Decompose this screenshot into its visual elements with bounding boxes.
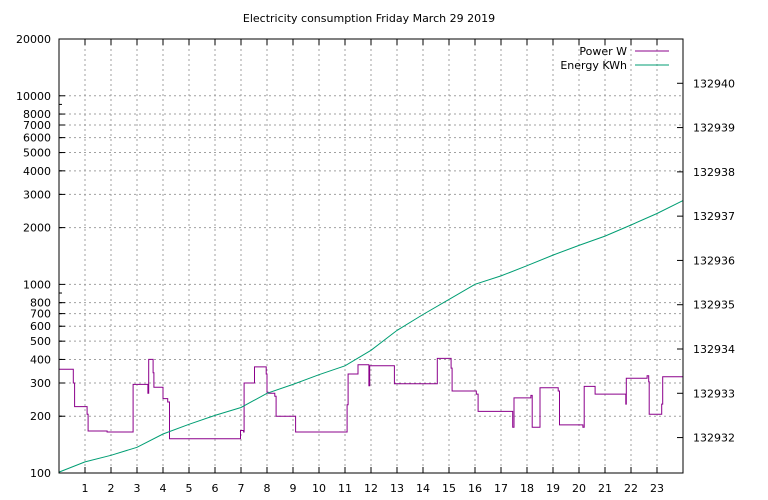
series-line-energy-kwh [58,200,684,473]
y-tick-label: 5000 [23,147,51,160]
axes: 1 2 3 4 5 6 7 8 9 10 11 12 13 14 15 16 17 18 19 20 21 22 23100… [16,33,735,495]
y2-tick-label: 132935 [693,299,735,312]
y2-tick-label: 132939 [693,122,735,135]
x-tick-label: 23 [650,482,664,495]
x-tick-label: 8 [264,482,271,495]
y2-tick-label: 132934 [693,343,735,356]
x-tick-label: 4 [160,482,167,495]
x-tick-label: 19 [546,482,560,495]
x-tick-label: 3 [134,482,141,495]
y-tick-label: 4000 [23,165,51,178]
y2-tick-label: 132940 [693,77,735,90]
y-tick-label: 300 [30,377,51,390]
y-tick-label: 1000 [23,278,51,291]
y-tick-label: 700 [30,308,51,321]
plot-area [58,200,684,473]
legend-label-energy-kwh: Energy KWh [560,59,627,72]
y-tick-label: 800 [30,297,51,310]
grid [59,38,683,474]
y-tick-label: 3000 [23,188,51,201]
y-tick-label: 8000 [23,108,51,121]
series-line-power-w [59,357,683,440]
y-tick-label: 7000 [23,119,51,132]
chart-title: Electricity consumption Friday March 29 … [243,12,495,25]
x-tick-label: 5 [186,482,193,495]
x-tick-label: 1 [82,482,89,495]
x-tick-label: 7 [238,482,245,495]
x-tick-label: 12 [364,482,378,495]
y-tick-label: 20000 [16,33,51,46]
x-tick-label: 14 [416,482,430,495]
plot-frame [58,38,684,474]
y-tick-label: 500 [30,335,51,348]
y-tick-label: 200 [30,410,51,423]
y2-tick-label: 132936 [693,254,735,267]
x-tick-label: 20 [572,482,586,495]
y-tick-label: 400 [30,353,51,366]
x-tick-label: 10 [312,482,326,495]
x-tick-label: 13 [390,482,404,495]
x-tick-label: 17 [494,482,508,495]
x-tick-label: 16 [468,482,482,495]
x-tick-label: 11 [338,482,352,495]
x-tick-label: 18 [520,482,534,495]
x-tick-label: 9 [290,482,297,495]
y-tick-label: 100 [30,467,51,480]
x-tick-label: 21 [598,482,612,495]
y2-tick-label: 132933 [693,387,735,400]
x-tick-label: 22 [624,482,638,495]
x-tick-label: 15 [442,482,456,495]
y-tick-label: 2000 [23,222,51,235]
y2-tick-label: 132937 [693,210,735,223]
x-tick-label: 6 [212,482,219,495]
y-tick-label: 6000 [23,132,51,145]
y-tick-label: 600 [30,320,51,333]
y2-tick-label: 132932 [693,432,735,445]
y-tick-label: 10000 [16,90,51,103]
legend-label-power-w: Power W [579,45,627,58]
x-tick-label: 2 [108,482,115,495]
y2-tick-label: 132938 [693,166,735,179]
